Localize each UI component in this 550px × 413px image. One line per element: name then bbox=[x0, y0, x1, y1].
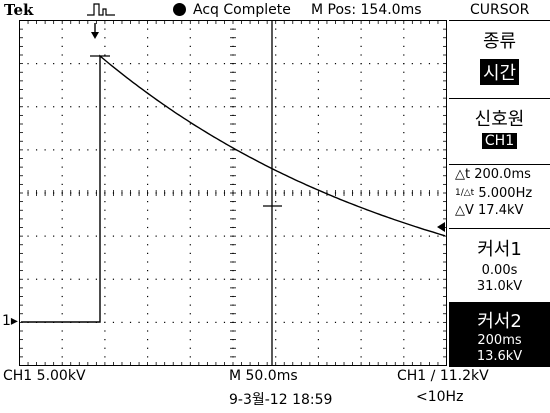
waveform-display bbox=[19, 20, 447, 366]
cursor-menu: 종류 시간 신호원 CH1 △t 200.0ms 1/△t 5.000Hz △V… bbox=[449, 20, 550, 367]
delta-time: △t 200.0ms bbox=[455, 167, 531, 182]
ch1-ground-marker: 1▸ bbox=[2, 313, 18, 329]
delta-voltage: △V 17.4kV bbox=[455, 203, 524, 218]
cursor2-label: 커서2 bbox=[477, 311, 522, 332]
cursor-readout: △t 200.0ms 1/△t 5.000Hz △V 17.4kV bbox=[449, 164, 550, 229]
menu-type[interactable]: 종류 시간 bbox=[449, 20, 550, 99]
ch1-trace bbox=[21, 54, 446, 323]
menu-type-value: 시간 bbox=[479, 59, 520, 85]
inverse-delta-t-icon: 1/△t bbox=[455, 188, 475, 198]
cursor1-value: 31.0kV bbox=[476, 279, 523, 294]
cursor2-value: 13.6kV bbox=[476, 349, 523, 364]
cursor1-time: 0.00s bbox=[481, 263, 518, 278]
menu-source-value: CH1 bbox=[481, 133, 518, 149]
menu-cursor2[interactable]: 커서2 200ms 13.6kV bbox=[449, 302, 550, 367]
timebase: M 50.0ms bbox=[229, 368, 298, 384]
menu-cursor1[interactable]: 커서1 0.00s 31.0kV bbox=[449, 228, 550, 303]
ch1-scale: CH1 5.00kV bbox=[3, 368, 86, 384]
trigger-pulse-icon bbox=[87, 3, 115, 16]
date-time: 9-3월-12 18:59 bbox=[229, 392, 333, 408]
acquisition-status: Acq Complete bbox=[193, 2, 291, 18]
graticule-grid bbox=[19, 20, 447, 366]
inverse-delta-time: 5.000Hz bbox=[478, 186, 533, 201]
brand-logo: Tek bbox=[4, 1, 34, 19]
menu-source-label: 신호원 bbox=[474, 109, 525, 130]
trigger-level-icon bbox=[437, 222, 445, 232]
cursor1-label: 커서1 bbox=[477, 239, 522, 260]
menu-source[interactable]: 신호원 CH1 bbox=[449, 98, 550, 165]
trigger-readout: CH1 ∕ 11.2kV bbox=[397, 368, 489, 384]
menu-type-label: 종류 bbox=[482, 31, 517, 52]
acquisition-status-icon bbox=[173, 3, 186, 16]
trigger-position-icon bbox=[91, 32, 99, 39]
trigger-frequency: <10Hz bbox=[416, 389, 464, 405]
cursor2-time: 200ms bbox=[477, 333, 522, 348]
horizontal-position: M Pos: 154.0ms bbox=[311, 2, 422, 18]
top-bar: Tek Acq Complete M Pos: 154.0ms CURSOR bbox=[0, 0, 550, 20]
menu-title: CURSOR bbox=[470, 2, 530, 18]
